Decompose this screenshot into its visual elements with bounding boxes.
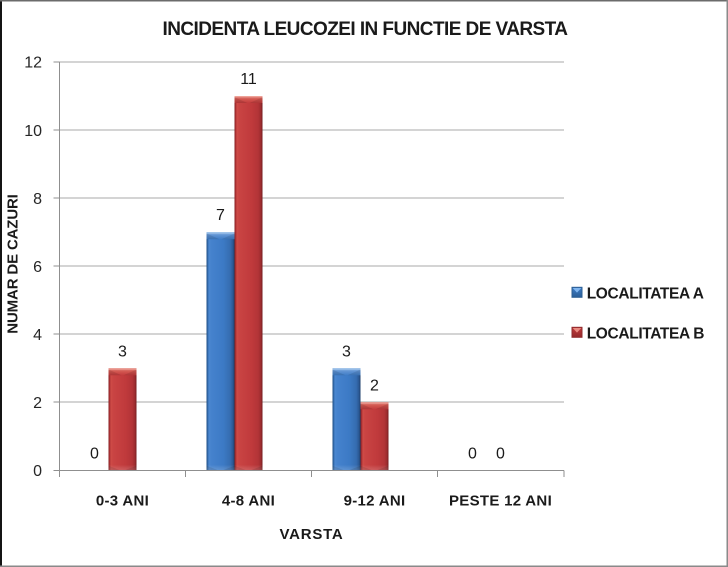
svg-text:11: 11 [240,71,257,88]
svg-text:LOCALITATEA A: LOCALITATEA A [587,286,704,303]
svg-text:0: 0 [90,445,99,462]
svg-text:4-8 ANI: 4-8 ANI [222,492,275,509]
svg-text:8: 8 [33,191,42,208]
svg-text:12: 12 [24,55,42,72]
svg-text:6: 6 [33,259,42,276]
svg-text:3: 3 [342,343,351,360]
svg-text:INCIDENTA LEUCOZEI IN FUNCTIE: INCIDENTA LEUCOZEI IN FUNCTIE DE VARSTA [163,19,569,40]
svg-text:0: 0 [496,445,505,462]
svg-text:0: 0 [468,445,477,462]
svg-text:0: 0 [33,463,42,480]
svg-text:7: 7 [216,207,225,224]
svg-text:0-3 ANI: 0-3 ANI [96,492,149,509]
svg-text:NUMAR DE CAZURI: NUMAR DE CAZURI [5,194,22,333]
svg-text:LOCALITATEA B: LOCALITATEA B [587,326,705,343]
svg-text:PESTE 12 ANI: PESTE 12 ANI [449,492,552,509]
svg-text:2: 2 [370,377,379,394]
svg-text:2: 2 [33,395,42,412]
svg-text:VARSTA: VARSTA [280,526,344,543]
svg-text:9-12 ANI: 9-12 ANI [344,492,406,509]
svg-text:10: 10 [24,123,42,140]
svg-text:4: 4 [33,327,42,344]
svg-text:3: 3 [118,343,127,360]
